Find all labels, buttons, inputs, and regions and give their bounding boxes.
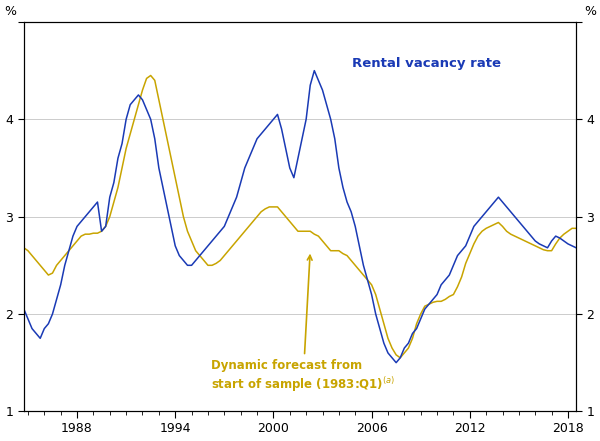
Text: Rental vacancy rate: Rental vacancy rate [352,57,502,70]
Text: %: % [4,5,16,18]
Text: Dynamic forecast from
start of sample (1983:Q1)$^{(a)}$: Dynamic forecast from start of sample (1… [211,255,395,394]
Text: %: % [584,5,596,18]
